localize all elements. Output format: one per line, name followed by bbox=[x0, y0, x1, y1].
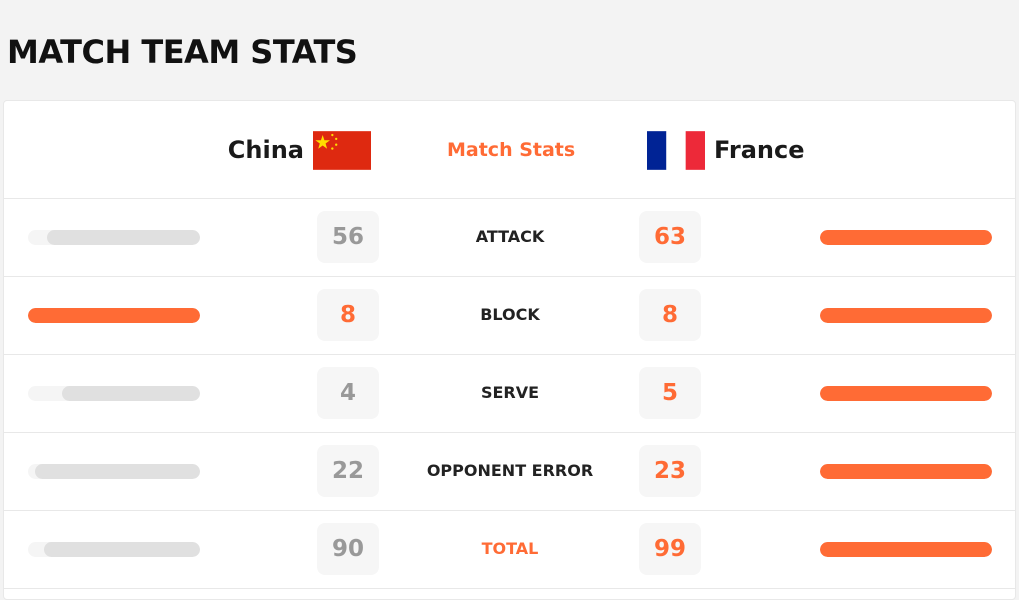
away-team: France bbox=[647, 101, 804, 199]
away-bar bbox=[820, 542, 992, 557]
match-stats-label: Match Stats bbox=[447, 139, 576, 161]
stat-label: ATTACK bbox=[475, 227, 545, 246]
home-value: 4 bbox=[317, 367, 379, 419]
stat-label: TOTAL bbox=[481, 539, 539, 558]
away-value: 5 bbox=[639, 367, 701, 419]
away-bar bbox=[820, 386, 992, 401]
away-bar bbox=[820, 308, 992, 323]
away-bar-fill bbox=[820, 386, 992, 401]
away-team-name: France bbox=[714, 136, 805, 164]
team-stats-card: China Match Stats France 56 ATTACK 63 8 … bbox=[3, 100, 1016, 600]
stat-row-total: 90 TOTAL 99 bbox=[4, 511, 1015, 589]
home-team-name: China bbox=[227, 136, 304, 164]
stat-row-block: 8 BLOCK 8 bbox=[4, 277, 1015, 355]
away-bar-fill bbox=[820, 230, 992, 245]
home-bar-fill bbox=[28, 308, 200, 323]
away-bar bbox=[820, 464, 992, 479]
china-flag-icon bbox=[313, 130, 371, 170]
stat-row-opponent-error: 22 OPPONENT ERROR 23 bbox=[4, 433, 1015, 511]
home-bar-fill bbox=[62, 386, 200, 401]
home-bar bbox=[28, 386, 200, 401]
home-value: 90 bbox=[317, 523, 379, 575]
home-bar bbox=[28, 308, 200, 323]
stats-header: China Match Stats France bbox=[4, 101, 1015, 199]
stat-label: OPPONENT ERROR bbox=[426, 461, 594, 480]
away-value: 99 bbox=[639, 523, 701, 575]
stat-row-attack: 56 ATTACK 63 bbox=[4, 199, 1015, 277]
home-value: 56 bbox=[317, 211, 379, 263]
home-bar bbox=[28, 542, 200, 557]
home-bar-fill bbox=[47, 230, 200, 245]
away-bar-fill bbox=[820, 308, 992, 323]
away-bar-fill bbox=[820, 542, 992, 557]
away-bar-fill bbox=[820, 464, 992, 479]
france-flag-icon bbox=[647, 130, 705, 170]
home-team: China bbox=[228, 101, 371, 199]
home-bar bbox=[28, 230, 200, 245]
home-value: 22 bbox=[317, 445, 379, 497]
away-bar bbox=[820, 230, 992, 245]
away-value: 8 bbox=[639, 289, 701, 341]
stat-row-serve: 4 SERVE 5 bbox=[4, 355, 1015, 433]
home-bar bbox=[28, 464, 200, 479]
home-bar-fill bbox=[35, 464, 200, 479]
page-title: MATCH TEAM STATS bbox=[7, 33, 358, 71]
away-value: 63 bbox=[639, 211, 701, 263]
home-bar-fill bbox=[43, 542, 200, 557]
stat-label: BLOCK bbox=[480, 305, 540, 324]
stat-label: SERVE bbox=[480, 383, 540, 402]
away-value: 23 bbox=[639, 445, 701, 497]
home-value: 8 bbox=[317, 289, 379, 341]
